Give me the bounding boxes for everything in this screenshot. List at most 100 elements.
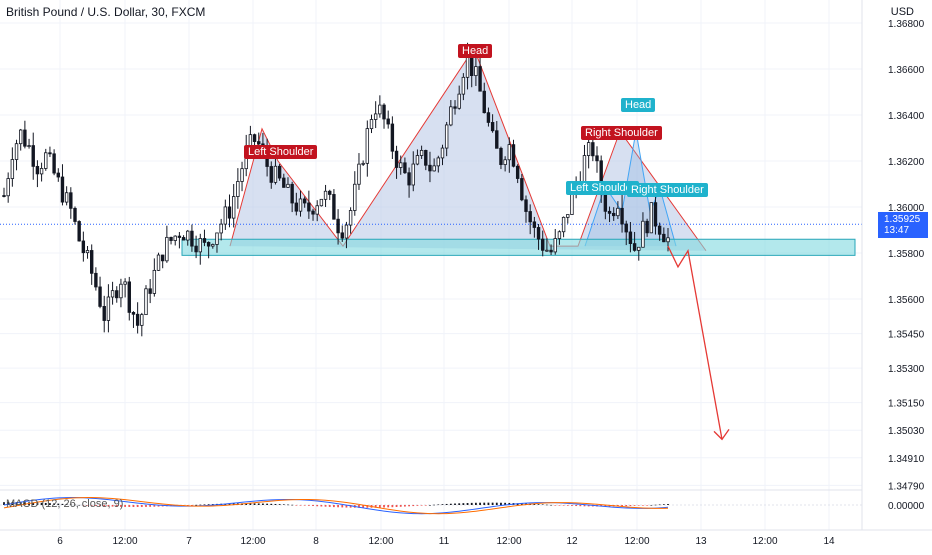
candle-body [160, 254, 165, 262]
macd-histogram-bar [366, 505, 369, 508]
symbol-title[interactable]: British Pound / U.S. Dollar, 30, FXCM [6, 5, 206, 19]
macd-histogram-bar [132, 505, 135, 507]
candle-body [474, 66, 478, 77]
candle-body [127, 281, 131, 313]
y-tick-label: 1.34910 [888, 454, 925, 465]
candle-body [666, 237, 670, 243]
macd-histogram-bar [345, 505, 348, 508]
candle-body [453, 106, 457, 109]
macd-histogram-bar [449, 503, 452, 505]
macd-histogram-bar [57, 503, 60, 505]
candle-body [624, 223, 628, 233]
candle-body [394, 150, 399, 168]
grid [0, 0, 862, 530]
macd-histogram-bar [550, 504, 552, 506]
macd-histogram-bar [374, 505, 377, 508]
candle-body [319, 198, 324, 207]
candle-body [657, 225, 662, 235]
candle-body [340, 232, 344, 239]
teal-right-shoulder-label[interactable]: Right Shoulder [627, 183, 708, 197]
teal-head-label[interactable]: Head [621, 98, 656, 112]
candle-body [98, 286, 102, 307]
candle-body [449, 106, 453, 126]
candle-body [31, 145, 35, 167]
candle-body [311, 210, 315, 215]
macd-histogram-bar [90, 505, 93, 506]
macd-histogram-bar [253, 503, 256, 505]
macd-histogram-bar [40, 502, 43, 505]
macd-histogram-bar [483, 502, 486, 505]
macd-histogram-bar [282, 504, 285, 505]
candle-body [595, 155, 599, 162]
macd-histogram-bar [658, 504, 661, 506]
macd-histogram-bar [445, 503, 448, 505]
macd-histogram-bar [358, 505, 360, 508]
macd-histogram-bar [145, 505, 147, 507]
macd-histogram-bar [299, 505, 302, 506]
red-left-shoulder-label[interactable]: Left Shoulder [244, 145, 318, 159]
candle-body [294, 202, 299, 212]
macd-histogram-bar [637, 505, 640, 506]
macd-histogram-bar [537, 504, 540, 505]
macd-histogram-bar [566, 505, 569, 506]
macd-histogram-bar [103, 505, 106, 507]
macd-histogram-bar [115, 505, 118, 507]
y-tick-label: 1.36200 [888, 157, 925, 168]
candle-body [436, 157, 441, 167]
macd-histogram-bar [541, 504, 544, 506]
candle-body [586, 142, 591, 156]
candle-body [302, 198, 307, 204]
macd-histogram-bar [86, 505, 89, 506]
candle-body [428, 164, 432, 172]
candle-body [415, 155, 420, 165]
candle-body [515, 165, 520, 179]
candle-body [528, 211, 532, 223]
macd-histogram-bar [53, 503, 56, 505]
macd-histogram-bar [554, 505, 557, 506]
candle-body [14, 143, 19, 160]
macd-histogram-bar [545, 504, 548, 506]
candle-body [328, 190, 332, 195]
candle-body [503, 159, 507, 165]
x-tick-label: 11 [439, 536, 450, 547]
candle-body [144, 288, 148, 316]
macd-legend[interactable]: MACD (12, 26, close, 9) [6, 498, 124, 510]
red-right-shoulder-label[interactable]: Right Shoulder [581, 126, 662, 140]
candle-body [323, 190, 328, 200]
teal-left-shoulder-label[interactable]: Left Shoulder [566, 181, 640, 195]
macd-histogram-bar [324, 505, 327, 507]
macd-histogram-bar [454, 503, 456, 505]
macd-histogram-bar [462, 503, 465, 505]
last-price-value: 1.35925 [884, 214, 921, 226]
macd-histogram-bar [195, 504, 198, 506]
candle-body [357, 163, 361, 185]
red-head-label[interactable]: Head [458, 44, 493, 58]
candle-body [231, 196, 236, 219]
candle-body [482, 90, 486, 114]
x-tick-label: 13 [695, 536, 707, 547]
candle-body [632, 243, 637, 251]
macd-histogram-bar [140, 505, 143, 507]
candle-body [89, 250, 94, 274]
candle-body [64, 192, 69, 203]
macd-histogram-bar [320, 505, 323, 507]
macd-histogram-bar [203, 504, 206, 506]
candle-body [403, 162, 407, 174]
candle-body [382, 104, 386, 120]
macd-histogram-bar [662, 504, 665, 505]
candle-body [240, 168, 244, 182]
candle-body [35, 165, 40, 175]
macd-histogram-bar [408, 505, 410, 507]
candle-body [39, 168, 44, 175]
x-tick-label: 7 [186, 536, 192, 547]
macd-histogram-bar [562, 505, 565, 506]
macd-histogram-bar [429, 504, 431, 506]
x-tick-label: 12:00 [112, 536, 137, 547]
candle-body [273, 165, 278, 183]
candle-body [536, 227, 541, 240]
y-tick-label: 1.36400 [888, 111, 925, 122]
macd-histogram-bar [333, 505, 335, 508]
candle-body [277, 165, 282, 179]
